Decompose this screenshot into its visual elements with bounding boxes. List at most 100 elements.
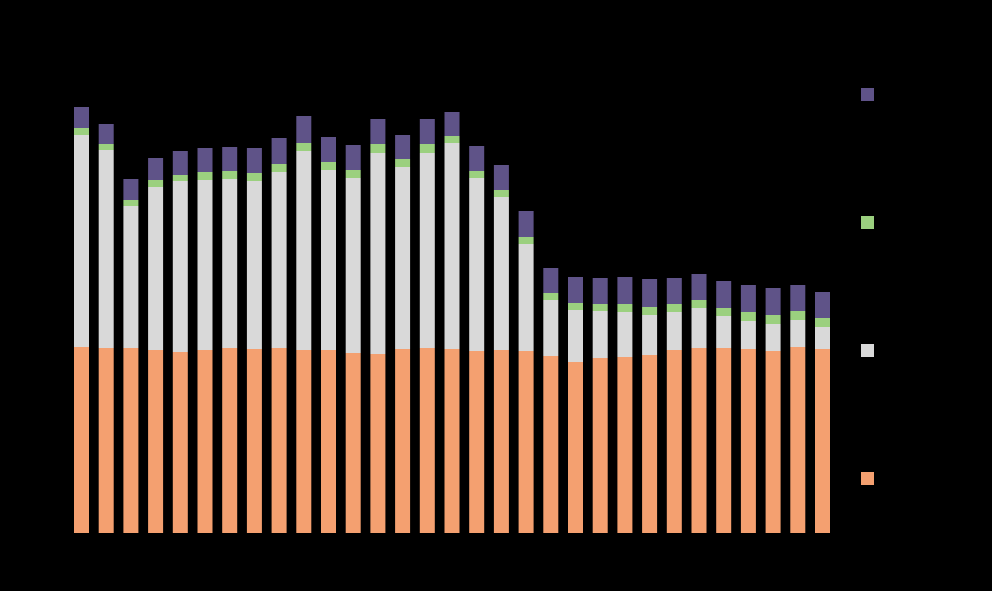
- bar-segment: [148, 180, 164, 187]
- legend-swatch: [861, 472, 874, 485]
- bar-segment: [617, 304, 633, 312]
- bar-segment: [395, 159, 411, 167]
- bar-segment: [148, 350, 164, 533]
- bar-segment: [765, 288, 781, 315]
- bar-segment: [123, 348, 139, 533]
- bar-segment: [246, 148, 262, 173]
- bar-segment: [172, 151, 188, 175]
- bar-segment: [98, 150, 114, 348]
- bar-segment: [469, 351, 485, 533]
- bar-segment: [197, 350, 213, 533]
- bar-segment: [666, 312, 682, 350]
- legend-swatch: [861, 88, 874, 101]
- bar-segment: [666, 350, 682, 533]
- bar-segment: [345, 145, 361, 170]
- bar-segment: [419, 348, 435, 533]
- bar-segment: [98, 348, 114, 533]
- bar-segment: [740, 312, 756, 321]
- bar-segment: [617, 357, 633, 533]
- bar-segment: [815, 292, 830, 318]
- bar-segment: [518, 351, 534, 533]
- bar-segment: [395, 349, 411, 533]
- bar-segment: [790, 320, 806, 347]
- bar-segment: [123, 206, 139, 348]
- bar-segment: [222, 348, 238, 533]
- bar-segment: [815, 327, 830, 349]
- legend-swatch: [861, 216, 874, 229]
- bar-segment: [395, 167, 411, 349]
- bar-segment: [296, 151, 312, 350]
- bar-segment: [592, 358, 608, 533]
- bar-segment: [716, 316, 732, 348]
- bar-segment: [74, 135, 89, 347]
- bar-segment: [197, 180, 213, 350]
- bar-segment: [617, 312, 633, 357]
- bar-segment: [123, 179, 139, 200]
- bar-segment: [716, 348, 732, 533]
- bar-segment: [716, 308, 732, 316]
- bar-segment: [246, 349, 262, 533]
- bar-segment: [271, 164, 287, 172]
- bar-segment: [197, 172, 213, 180]
- bar-segment: [370, 354, 386, 533]
- bar-segment: [740, 285, 756, 312]
- bar-segment: [493, 165, 509, 190]
- bar-segment: [271, 138, 287, 164]
- bar-segment: [642, 315, 658, 355]
- bar-segment: [790, 347, 806, 533]
- bar-segment: [98, 124, 114, 144]
- bar-segment: [815, 349, 830, 533]
- bar-segment: [493, 197, 509, 350]
- bar-segment: [666, 278, 682, 304]
- bar-segment: [98, 144, 114, 150]
- bar-segment: [321, 162, 336, 170]
- bar-segment: [518, 211, 534, 237]
- bar-segment: [543, 293, 559, 300]
- bar-segment: [444, 143, 460, 349]
- bar-segment: [148, 187, 164, 350]
- bar-segment: [271, 348, 287, 533]
- bar-segment: [790, 311, 806, 320]
- bar-segment: [493, 350, 509, 533]
- bar-segment: [197, 148, 213, 172]
- bar-segment: [543, 268, 559, 293]
- bar-segment: [222, 171, 238, 179]
- bar-segment: [271, 172, 287, 348]
- bar-segment: [148, 158, 164, 180]
- bar-segment: [345, 178, 361, 353]
- bar-segment: [568, 310, 583, 362]
- bar-segment: [74, 107, 89, 128]
- bar-segment: [592, 311, 608, 358]
- bar-segment: [642, 307, 658, 315]
- bar-segment: [321, 137, 336, 162]
- bar-segment: [617, 277, 633, 304]
- bar-segment: [568, 362, 583, 533]
- bar-segment: [642, 279, 658, 307]
- bar-segment: [765, 315, 781, 324]
- bar-segment: [765, 324, 781, 351]
- bar-segment: [568, 303, 583, 310]
- bar-segment: [469, 146, 485, 171]
- bar-segment: [419, 119, 435, 144]
- bar-segment: [172, 352, 188, 533]
- bar-segment: [444, 136, 460, 143]
- legend-swatch: [861, 344, 874, 357]
- bar-segment: [518, 244, 534, 351]
- bar-segment: [370, 144, 386, 153]
- bar-segment: [296, 116, 312, 143]
- bar-segment: [222, 179, 238, 348]
- bar-segment: [691, 308, 707, 348]
- bar-segment: [740, 349, 756, 533]
- bar-segment: [370, 119, 386, 144]
- bar-segment: [493, 190, 509, 197]
- bar-segment: [469, 178, 485, 351]
- bar-segment: [716, 281, 732, 308]
- bar-segment: [444, 349, 460, 533]
- bar-segment: [691, 348, 707, 533]
- bar-segment: [74, 347, 89, 533]
- bar-segment: [345, 170, 361, 178]
- bar-segment: [246, 173, 262, 181]
- bar-segment: [592, 304, 608, 311]
